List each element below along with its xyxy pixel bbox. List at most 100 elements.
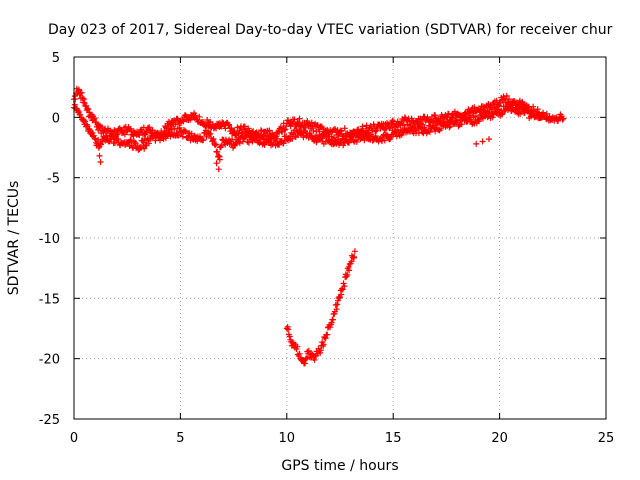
data-point — [241, 123, 248, 130]
data-point — [438, 125, 445, 132]
data-point — [486, 136, 492, 143]
y-tick-label: -10 — [39, 232, 60, 247]
data-point — [98, 124, 105, 131]
data-point — [353, 138, 360, 145]
data-point — [308, 350, 315, 357]
x-tick-label: 25 — [598, 431, 615, 446]
data-point — [130, 144, 137, 151]
data-point — [432, 128, 439, 135]
data-point — [476, 118, 482, 125]
data-point — [214, 149, 221, 155]
data-point — [338, 128, 345, 135]
data-point — [560, 115, 567, 122]
data-point — [338, 291, 345, 298]
x-tick-label: 5 — [176, 431, 184, 446]
x-tick-label: 0 — [70, 431, 78, 446]
data-point — [200, 137, 207, 144]
data-point — [359, 123, 366, 130]
data-point — [226, 121, 232, 128]
data-point — [473, 113, 479, 119]
data-point — [229, 136, 236, 143]
data-point — [85, 106, 92, 113]
data-point — [213, 160, 220, 167]
data-point — [324, 331, 331, 338]
data-point — [344, 272, 351, 278]
data-point — [294, 343, 301, 350]
data-point — [351, 248, 358, 255]
data-point — [231, 142, 238, 149]
data-point — [340, 280, 347, 287]
data-point — [213, 141, 219, 148]
data-point — [121, 131, 128, 138]
y-tick-label: -15 — [39, 292, 60, 307]
data-point — [296, 350, 303, 357]
data-point — [351, 254, 357, 260]
data-point — [218, 142, 225, 149]
data-point — [310, 127, 317, 134]
data-point — [308, 119, 315, 126]
data-point — [97, 159, 104, 165]
data-point — [348, 258, 355, 265]
data-point — [317, 347, 324, 354]
data-point — [285, 326, 292, 333]
data-point — [245, 139, 252, 146]
data-point — [192, 112, 199, 119]
data-point — [175, 132, 182, 139]
data-point — [207, 130, 214, 137]
data-point — [98, 141, 104, 148]
y-tick-label: -5 — [47, 172, 60, 187]
data-point — [303, 355, 310, 362]
data-point — [320, 341, 327, 348]
data-points — [71, 85, 567, 367]
data-point — [137, 144, 143, 150]
data-point — [330, 316, 336, 323]
data-point — [446, 124, 453, 131]
data-point — [331, 126, 338, 132]
data-point — [335, 136, 342, 143]
data-point — [471, 104, 478, 111]
x-tick-label: 10 — [279, 431, 296, 446]
data-point — [458, 121, 465, 128]
data-point — [184, 134, 191, 141]
data-point — [346, 267, 353, 274]
data-point — [146, 124, 153, 131]
data-point — [216, 156, 223, 163]
y-tick-label: -25 — [39, 413, 60, 428]
data-point — [210, 136, 217, 142]
data-point — [176, 124, 183, 131]
data-point — [498, 111, 505, 118]
data-point — [80, 96, 87, 103]
data-point — [230, 128, 237, 135]
data-point — [141, 145, 148, 152]
data-point — [341, 125, 348, 132]
data-point — [92, 136, 99, 143]
data-point — [339, 286, 346, 293]
data-point — [146, 140, 152, 147]
data-point — [418, 125, 425, 132]
data-point — [387, 124, 394, 131]
data-point — [295, 119, 302, 126]
x-tick-label: 20 — [491, 431, 508, 446]
data-point — [305, 347, 312, 354]
data-point — [371, 123, 378, 130]
data-point — [559, 116, 566, 123]
data-point — [236, 140, 243, 147]
data-point — [82, 118, 89, 125]
data-point — [213, 125, 220, 132]
data-point — [473, 140, 480, 147]
data-point — [534, 111, 541, 118]
data-point — [96, 152, 103, 159]
data-point — [78, 89, 85, 96]
data-point — [426, 129, 433, 135]
data-point — [519, 105, 526, 112]
y-axis-title: SDTVAR / TECUs — [6, 181, 22, 296]
data-point — [337, 294, 343, 301]
data-point — [91, 135, 98, 142]
data-point — [339, 135, 346, 142]
data-point — [90, 116, 97, 122]
x-axis-title: GPS time / hours — [281, 458, 398, 474]
data-point — [477, 106, 484, 113]
data-point — [215, 166, 222, 173]
data-point — [341, 283, 348, 290]
